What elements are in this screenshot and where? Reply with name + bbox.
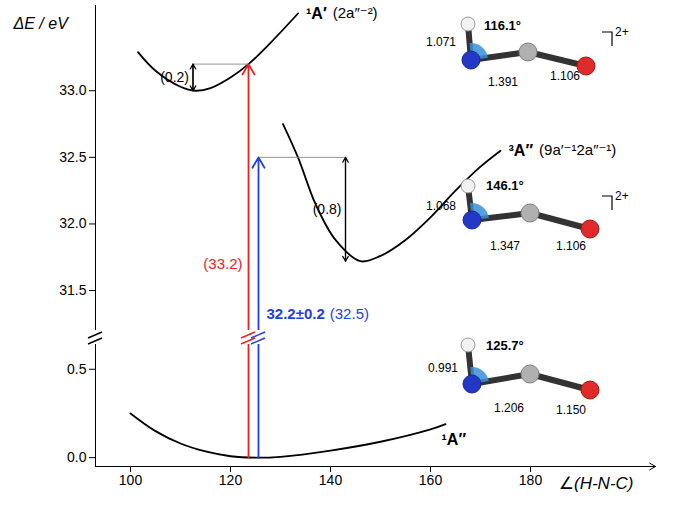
svg-text:0.991: 0.991 [428, 361, 458, 375]
svg-text:116.1°: 116.1° [484, 18, 521, 33]
svg-text:(32.5): (32.5) [330, 305, 369, 322]
svg-text:(2a″⁻²): (2a″⁻²) [333, 4, 378, 21]
svg-text:³A″: ³A″ [509, 142, 534, 159]
svg-text:(9a′⁻¹2a″⁻¹): (9a′⁻¹2a″⁻¹) [539, 141, 616, 158]
svg-text:ΔE / eV: ΔE / eV [13, 15, 70, 32]
svg-text:1.071: 1.071 [426, 35, 456, 49]
svg-text:31.5: 31.5 [59, 282, 86, 298]
svg-text:1.068: 1.068 [426, 199, 456, 213]
svg-text:146.1°: 146.1° [486, 178, 524, 193]
svg-text:160: 160 [419, 472, 443, 488]
svg-text:1.206: 1.206 [494, 401, 524, 415]
svg-text:1.106: 1.106 [550, 69, 580, 83]
svg-text:∠(H-N-C): ∠(H-N-C) [559, 474, 634, 493]
svg-text:0.5: 0.5 [67, 361, 87, 377]
svg-text:32.2±0.2: 32.2±0.2 [267, 305, 325, 322]
svg-text:1.391: 1.391 [488, 75, 518, 89]
svg-text:(0.2): (0.2) [160, 69, 189, 85]
svg-text:1.150: 1.150 [556, 403, 586, 417]
svg-text:1.347: 1.347 [490, 239, 520, 253]
svg-text:0.0: 0.0 [67, 449, 87, 465]
svg-text:(0.8): (0.8) [313, 201, 342, 217]
svg-text:2+: 2+ [615, 189, 629, 203]
svg-text:100: 100 [119, 472, 143, 488]
svg-text:¹A′: ¹A′ [306, 5, 327, 22]
svg-text:¹A″: ¹A″ [442, 431, 467, 448]
svg-text:32.5: 32.5 [59, 149, 86, 165]
svg-text:32.0: 32.0 [59, 215, 86, 231]
svg-text:(33.2): (33.2) [203, 255, 242, 272]
svg-text:2+: 2+ [615, 25, 629, 39]
svg-text:125.7°: 125.7° [486, 338, 524, 353]
svg-text:140: 140 [319, 472, 343, 488]
svg-text:180: 180 [519, 472, 543, 488]
svg-text:1.106: 1.106 [556, 239, 586, 253]
svg-text:33.0: 33.0 [59, 82, 86, 98]
svg-text:120: 120 [219, 472, 243, 488]
